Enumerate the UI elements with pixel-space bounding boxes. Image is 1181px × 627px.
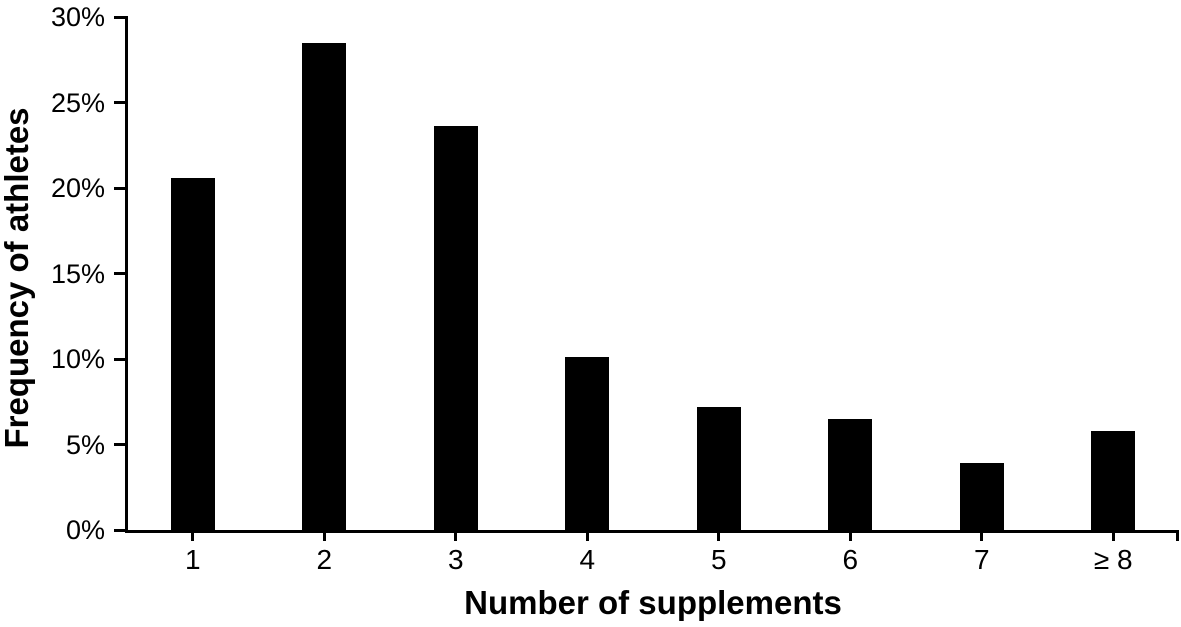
x-axis-title: Number of supplements (464, 584, 842, 621)
bar (696, 406, 741, 530)
x-tick-label: 5 (710, 544, 727, 575)
x-tick-mark (454, 530, 458, 541)
y-tick-mark (114, 272, 125, 275)
y-tick-mark (114, 186, 125, 190)
x-tick-label: 4 (579, 544, 596, 575)
y-tick-label: 5% (65, 429, 105, 460)
x-tick-mark (717, 530, 721, 541)
x-tick-mark (1111, 530, 1115, 541)
y-tick-mark (114, 528, 125, 532)
y-tick-mark (114, 443, 125, 446)
x-tick-label: 7 (973, 544, 990, 575)
y-tick-label: 20% (50, 173, 105, 203)
x-tick-mark (322, 530, 326, 541)
y-tick-label: 30% (50, 2, 105, 32)
x-tick-mark (585, 530, 589, 541)
x-tick-label: 1 (184, 544, 201, 575)
x-tick-mark (980, 530, 984, 541)
x-tick-mark (191, 530, 195, 541)
bar (170, 177, 215, 530)
y-tick-mark (114, 15, 125, 19)
bar (959, 463, 1004, 530)
x-axis-line (125, 530, 1179, 533)
x-tick-mark (848, 530, 852, 541)
bar (565, 357, 610, 530)
y-tick-mark (114, 101, 125, 104)
x-tick-label: 2 (316, 544, 333, 575)
x-tick-label: ≥ 8 (1093, 544, 1133, 575)
y-tick-mark (114, 357, 125, 361)
y-tick-label: 0% (65, 515, 105, 545)
bar (302, 42, 347, 530)
bar (828, 418, 873, 530)
x-tick-label: 6 (842, 544, 859, 575)
y-tick-label: 10% (50, 344, 105, 374)
y-axis-line (125, 16, 128, 533)
y-tick-label: 15% (50, 258, 105, 289)
x-tick-label: 3 (447, 544, 464, 575)
bar (433, 126, 478, 530)
y-tick-label: 25% (50, 87, 105, 118)
bar (1091, 430, 1136, 530)
x-axis-end-tick-mark (1176, 530, 1179, 541)
